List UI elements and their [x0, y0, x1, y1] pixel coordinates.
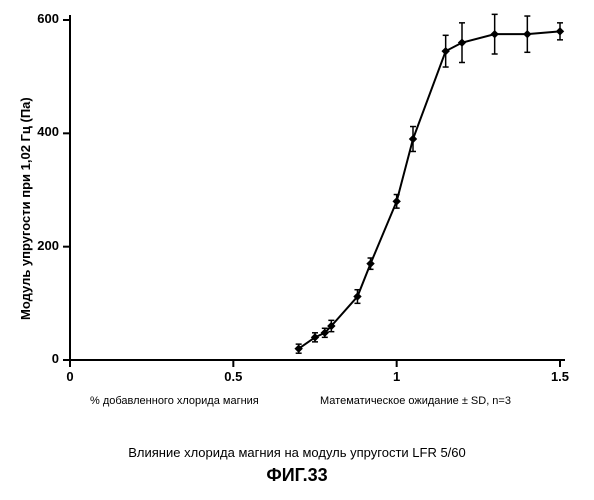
figure-number: ФИГ.33	[0, 465, 594, 486]
figure-number-text: ФИГ.33	[266, 465, 327, 485]
y-tick-label: 600	[37, 11, 59, 26]
y-tick-label: 400	[37, 124, 59, 139]
x-sublabel-left-text: % добавленного хлорида магния	[90, 395, 259, 407]
x-tick-label: 0.5	[218, 369, 248, 384]
x-sublabel-left: % добавленного хлорида магния	[90, 395, 259, 407]
figure-caption-text: Влияние хлорида магния на модуль упругос…	[128, 445, 466, 460]
x-tick-label: 1.5	[545, 369, 575, 384]
y-tick-label: 0	[52, 351, 59, 366]
x-tick-label: 1	[382, 369, 412, 384]
figure-container: { "chart": { "type": "line", "width_px":…	[0, 0, 594, 500]
x-sublabel-right: Математическое ожидание ± SD, n=3	[320, 395, 511, 407]
x-tick-label: 0	[55, 369, 85, 384]
x-sublabel-right-text: Математическое ожидание ± SD, n=3	[320, 395, 511, 407]
chart-svg	[0, 0, 594, 420]
y-tick-label: 200	[37, 238, 59, 253]
figure-caption: Влияние хлорида магния на модуль упругос…	[0, 445, 594, 460]
